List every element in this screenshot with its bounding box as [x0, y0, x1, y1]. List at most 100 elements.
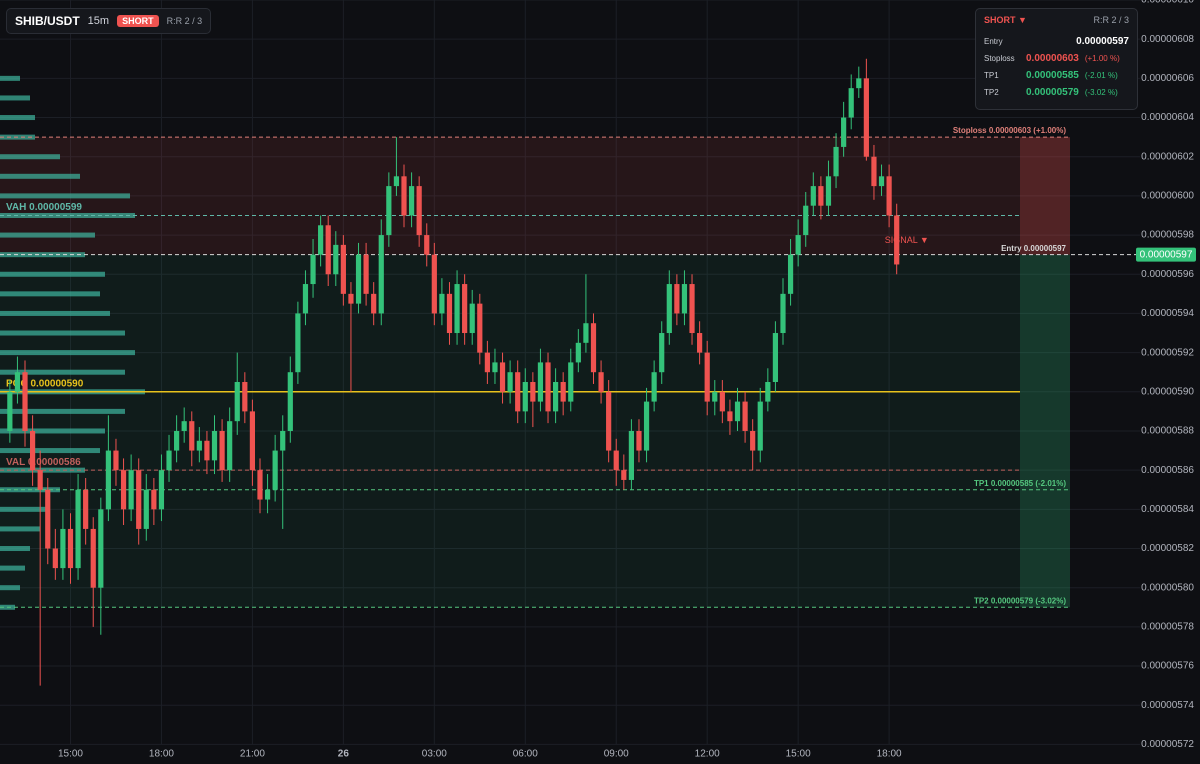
- candle-body: [83, 489, 89, 529]
- candle-body: [424, 235, 430, 255]
- row-price: 0.00000585: [1026, 70, 1079, 81]
- level-label: VAL 0.00000586: [6, 457, 81, 468]
- candle-body: [204, 440, 210, 461]
- candle-body: [484, 352, 490, 373]
- candle-body: [310, 254, 316, 285]
- y-tick-label: 0.00000608: [1141, 34, 1194, 45]
- candle-body: [280, 430, 286, 451]
- x-tick-label: 06:00: [513, 749, 538, 760]
- candle-body: [552, 382, 559, 412]
- y-tick-label: 0.00000576: [1141, 661, 1194, 672]
- volume-bar: [0, 115, 35, 121]
- candle-body: [894, 215, 900, 265]
- level-label: VAH 0.00000599: [6, 202, 82, 213]
- y-tick-label: 0.00000598: [1141, 230, 1194, 241]
- zone: [0, 254, 1070, 608]
- candle-body: [14, 372, 21, 392]
- candle-body: [431, 254, 437, 314]
- candle-body: [757, 401, 763, 451]
- volume-bar: [0, 408, 125, 414]
- candle-body: [719, 391, 725, 412]
- candle-body: [492, 362, 498, 373]
- row-price: 0.00000579: [1026, 87, 1079, 98]
- candle-body: [462, 284, 468, 334]
- y-tick-label: 0.00000582: [1141, 543, 1194, 554]
- row-change: (-3.02 %): [1084, 88, 1118, 97]
- candle-body: [825, 176, 832, 206]
- row-label: TP2: [984, 88, 999, 97]
- x-tick-label: 15:00: [58, 749, 83, 760]
- x-tick-label: 21:00: [240, 749, 265, 760]
- candle-body: [249, 411, 256, 471]
- candle-body: [120, 470, 127, 510]
- volume-bar: [0, 428, 105, 434]
- trade-panel: SHORT ▼ R:R 2 / 3 Entry 0.00000597 Stoplos…: [975, 8, 1138, 110]
- candle-body: [302, 284, 309, 314]
- y-tick-label: 0.00000588: [1141, 426, 1194, 437]
- candle-body: [143, 489, 149, 529]
- volume-bar: [0, 546, 30, 552]
- volume-bar: [0, 350, 135, 356]
- level-label: Stoploss 0.00000603 (+1.00%): [953, 126, 1067, 135]
- candle-body: [712, 391, 718, 402]
- candle-body: [151, 489, 157, 510]
- candle-body: [52, 548, 58, 569]
- candle-body: [568, 362, 574, 402]
- candle-body: [750, 430, 756, 451]
- level-label: POC 0.00000590: [6, 378, 84, 389]
- volume-bar: [0, 271, 105, 277]
- candle-body: [196, 440, 202, 451]
- candle-body: [105, 450, 111, 510]
- candle-body: [886, 176, 892, 216]
- volume-bar: [0, 291, 100, 297]
- panel-row: Stoploss 0.00000603 (+1.00 %): [984, 50, 1129, 67]
- y-tick-label: 0.00000606: [1141, 73, 1194, 84]
- y-tick-label: 0.00000580: [1141, 582, 1194, 593]
- candle-body: [545, 362, 551, 412]
- candle-body: [621, 470, 627, 480]
- candle-body: [628, 430, 634, 480]
- price-tag-label: 0.00000597: [1140, 249, 1193, 260]
- x-tick-label: 18:00: [877, 749, 902, 760]
- candle-body: [371, 293, 377, 314]
- volume-bar: [0, 154, 60, 160]
- candle-body: [704, 352, 710, 402]
- candle-body: [659, 333, 665, 373]
- candle-body: [401, 176, 407, 216]
- candle-body: [841, 117, 847, 147]
- candle-body: [128, 470, 134, 510]
- y-tick-label: 0.00000590: [1141, 386, 1194, 397]
- candle-body: [355, 254, 362, 304]
- y-tick-label: 0.00000578: [1141, 622, 1194, 633]
- candle-body: [439, 293, 445, 314]
- row-label: Entry: [984, 37, 1003, 46]
- candle-body: [507, 372, 513, 392]
- candle-body: [45, 489, 51, 549]
- candle-body: [871, 156, 877, 187]
- candle-body: [67, 528, 74, 569]
- candle-body: [856, 78, 862, 89]
- y-tick-label: 0.00000596: [1141, 269, 1194, 280]
- row-label: Stoploss: [984, 54, 1015, 63]
- volume-bar: [0, 330, 125, 336]
- y-tick-label: 0.00000586: [1141, 465, 1194, 476]
- symbol: SHIB/USDT: [15, 14, 80, 28]
- panel-row: Entry 0.00000597: [984, 33, 1129, 50]
- candle-body: [340, 244, 346, 294]
- signal-label: SIGNAL ▼: [885, 235, 929, 245]
- candle-body: [257, 470, 263, 500]
- candle-body: [416, 186, 422, 236]
- panel-row: TP2 0.00000579 (-3.02 %): [984, 84, 1129, 101]
- candle-body: [325, 225, 331, 275]
- candle-body: [689, 284, 695, 334]
- candle-body: [772, 333, 779, 382]
- candle-body: [37, 470, 43, 490]
- volume-bar: [0, 173, 80, 179]
- candle-body: [666, 284, 672, 334]
- candle-body: [560, 382, 566, 402]
- y-tick-label: 0.00000572: [1141, 739, 1194, 750]
- candle-body: [787, 254, 794, 294]
- panel-rr: R:R 2 / 3: [1093, 15, 1129, 25]
